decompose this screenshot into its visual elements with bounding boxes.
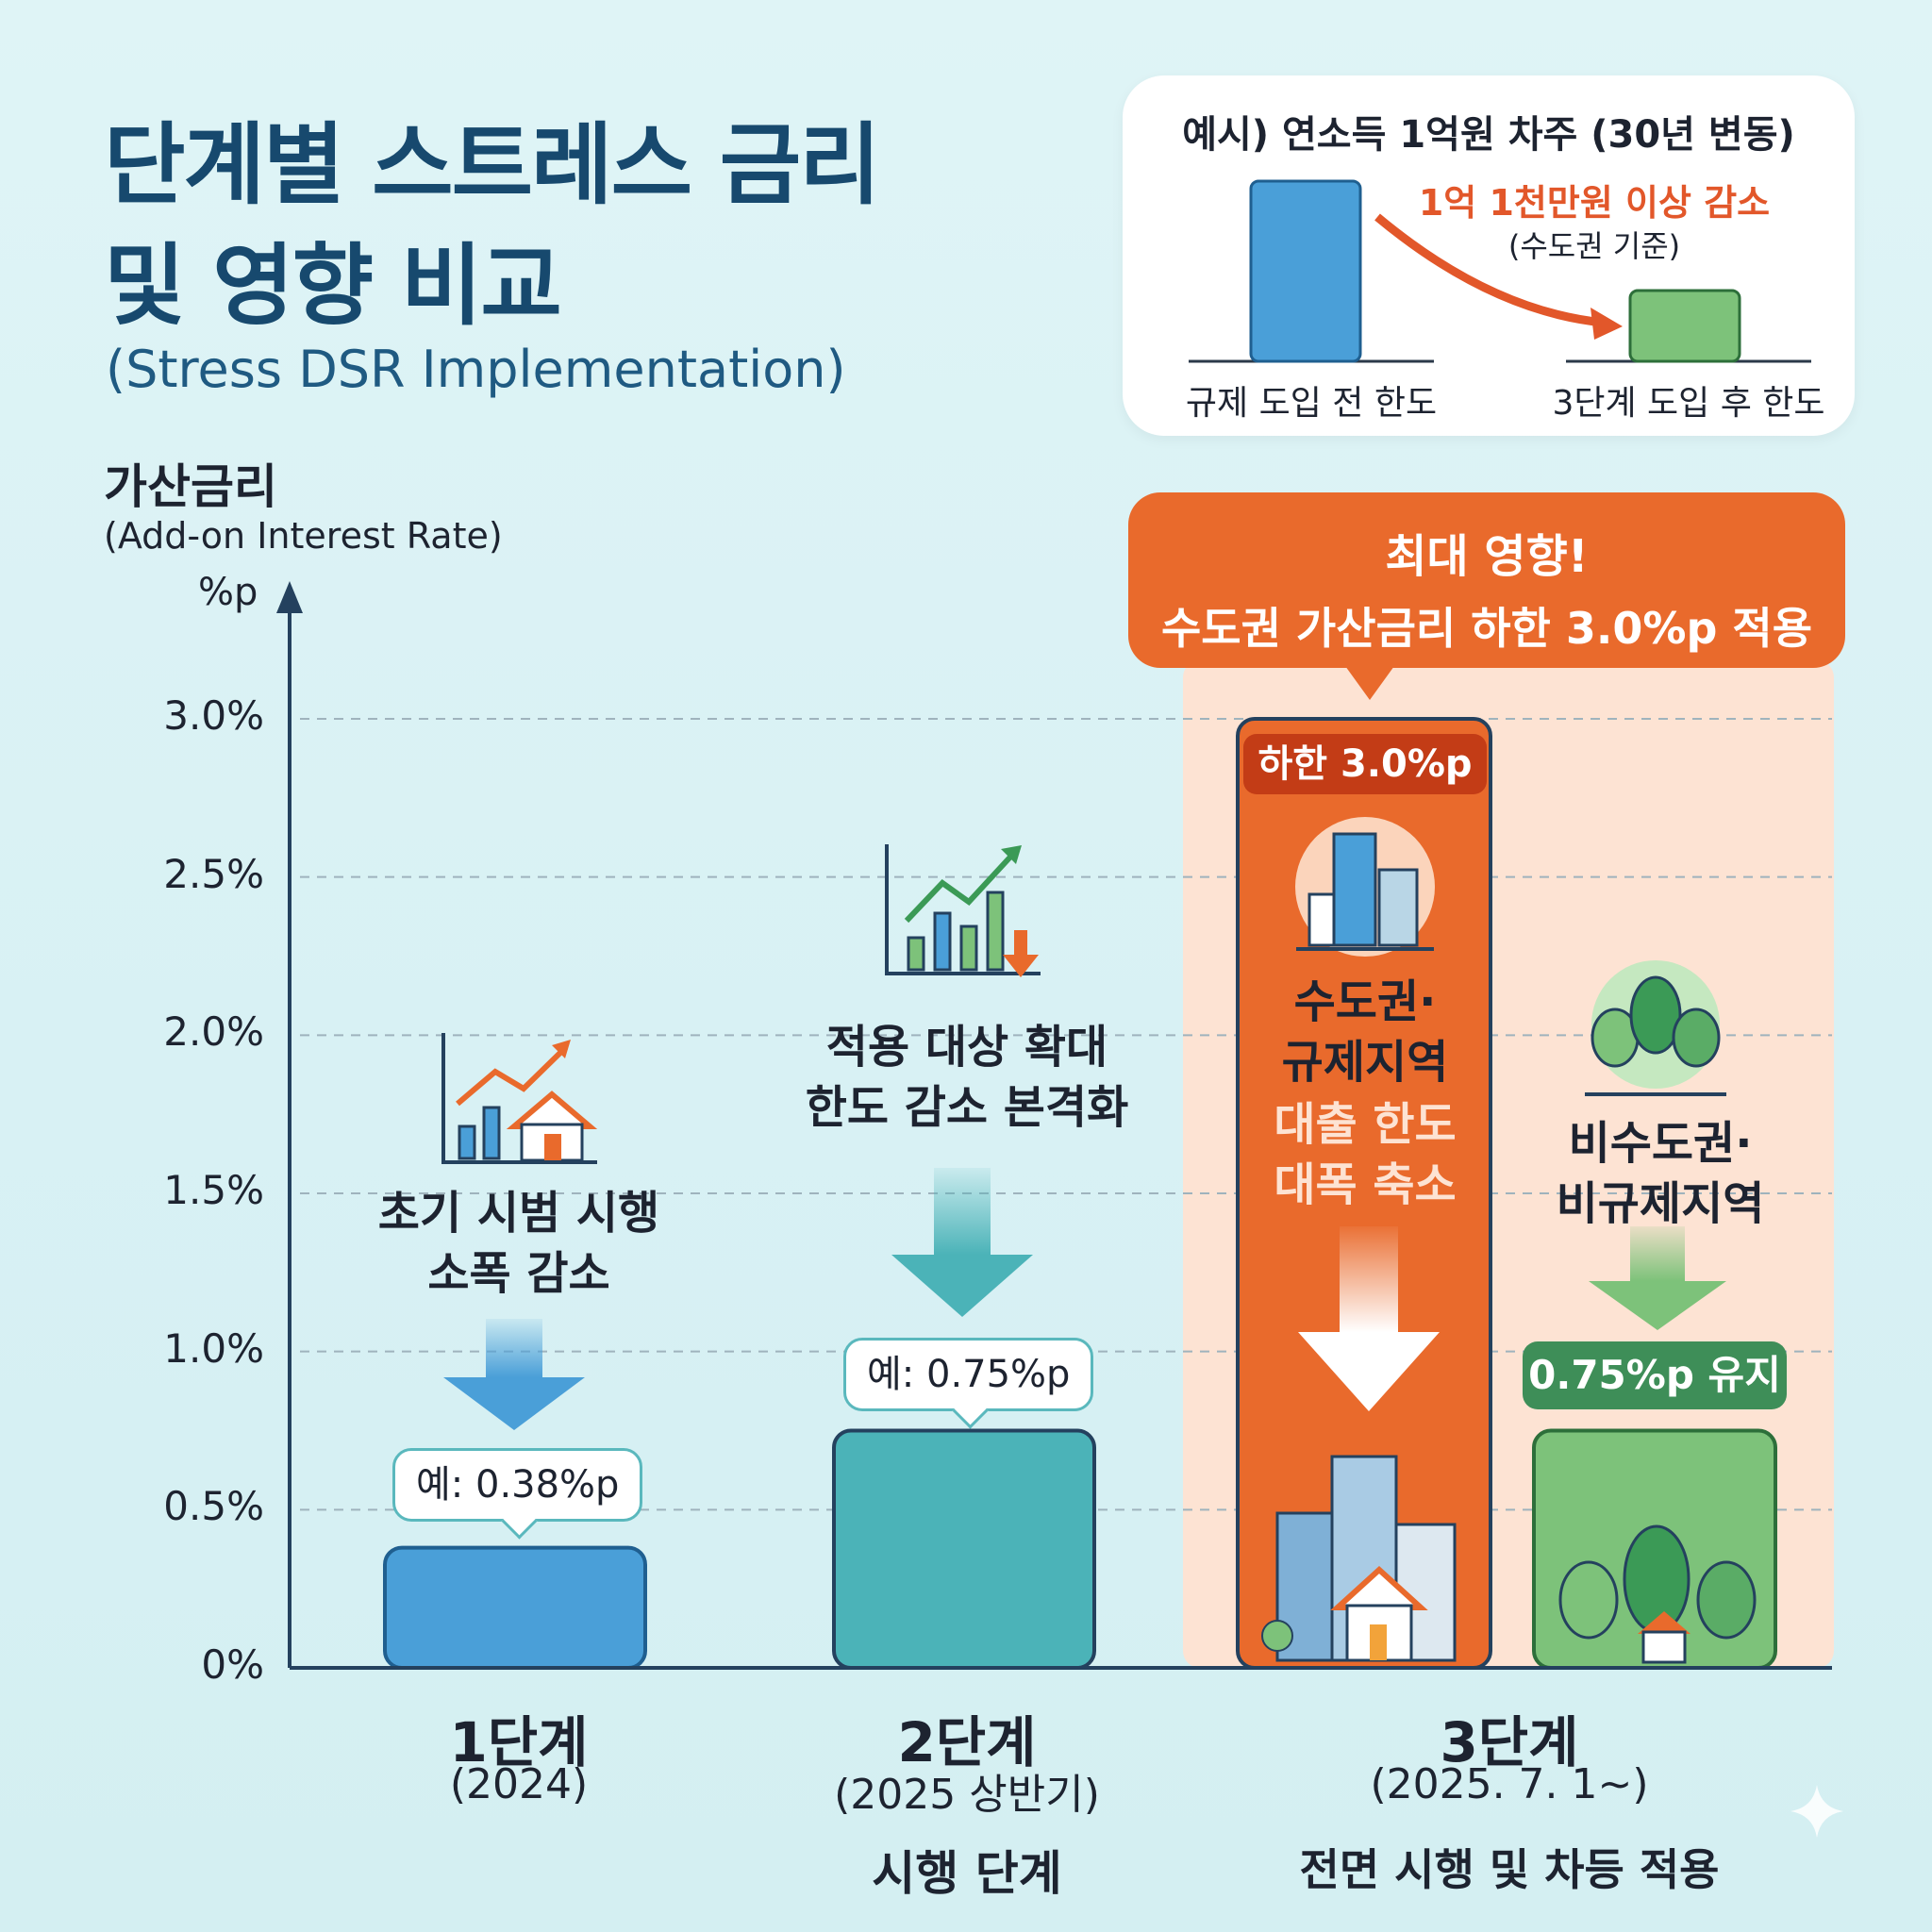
capital-region-label: 수도권· 규제지역 bbox=[1243, 972, 1487, 1092]
stage1-name: 1단계 bbox=[449, 1710, 589, 1774]
title-line-1: 단계별 스트레스 금리 bbox=[104, 114, 881, 217]
noncapital-badge: 0.75%p 유지 bbox=[1523, 1341, 1787, 1409]
example-bar-after bbox=[1628, 289, 1741, 363]
capital-effect-line-1: 대출 한도 bbox=[1274, 1098, 1457, 1151]
capital-down-arrow bbox=[1298, 1226, 1440, 1411]
capital-effect-label: 대출 한도 대폭 축소 bbox=[1243, 1094, 1487, 1215]
stage3-name: 3단계 bbox=[1440, 1710, 1579, 1774]
stage2-note: 시행 단계 bbox=[872, 1846, 1062, 1901]
example-bar-before bbox=[1249, 179, 1362, 363]
stage1-desc-line-1: 초기 시범 시행 bbox=[377, 1187, 660, 1240]
y-axis-arrowhead bbox=[276, 581, 303, 613]
example-after-label: 3단계 도입 후 한도 bbox=[1552, 384, 1825, 423]
stage1-description: 초기 시범 시행 소폭 감소 bbox=[349, 1183, 689, 1304]
y-tick-label: 0.5% bbox=[163, 1483, 264, 1530]
example-card: 예시) 연소득 1억원 차주 (30년 변동) 1억 1천만원 이상 감소 (수… bbox=[1123, 75, 1855, 436]
capital-effect-line-2: 대폭 축소 bbox=[1274, 1158, 1457, 1211]
stage3-note: 전면 시행 및 차등 적용 bbox=[1299, 1844, 1720, 1895]
stage1-period: (2024) bbox=[449, 1760, 589, 1808]
y-tick-label: 3.0% bbox=[163, 692, 264, 739]
page-subtitle: (Stress DSR Implementation) bbox=[106, 340, 846, 399]
noncapital-region-line-2: 비규제지역 bbox=[1556, 1177, 1765, 1230]
stage2-description: 적용 대상 확대 한도 감소 본격화 bbox=[783, 1017, 1151, 1138]
stage2-desc-line-2: 한도 감소 본격화 bbox=[805, 1081, 1129, 1134]
bar-stage1 bbox=[383, 1545, 647, 1671]
page-title: 단계별 스트레스 금리 및 영향 비교 bbox=[104, 106, 881, 347]
city-skyline-icon bbox=[1261, 1455, 1457, 1662]
y-tick-label: 1.5% bbox=[163, 1167, 264, 1213]
bar-growth-icon bbox=[885, 844, 1041, 977]
example-title: 예시) 연소득 1억원 차주 (30년 변동) bbox=[1182, 113, 1795, 157]
stage2-desc-line-1: 적용 대상 확대 bbox=[825, 1021, 1108, 1074]
y-tick-label: 2.5% bbox=[163, 850, 264, 897]
y-axis-unit: %p bbox=[198, 571, 258, 614]
example-reduction: 1억 1천만원 이상 감소 bbox=[1418, 182, 1771, 224]
stage2-down-arrow bbox=[891, 1168, 1033, 1317]
stage1-down-arrow bbox=[443, 1319, 585, 1430]
city-building-icon bbox=[1295, 817, 1435, 957]
y-axis-subtitle: (Add-on Interest Rate) bbox=[104, 515, 503, 557]
callout-line-2: 수도권 가산금리 하한 3.0%p 적용 bbox=[1160, 603, 1813, 654]
stage1-desc-line-2: 소폭 감소 bbox=[427, 1247, 610, 1300]
stage2-period: (2025 상반기) bbox=[834, 1771, 1100, 1819]
max-impact-callout: 최대 영향! 수도권 가산금리 하한 3.0%p 적용 bbox=[1128, 492, 1845, 700]
noncapital-region-line-1: 비수도권· bbox=[1568, 1117, 1753, 1170]
stage3-period: (2025. 7. 1~) bbox=[1370, 1760, 1649, 1808]
example-graphic bbox=[1189, 179, 1811, 363]
example-before-label: 규제 도입 전 한도 bbox=[1185, 384, 1438, 423]
y-tick-label: 0% bbox=[201, 1641, 264, 1688]
y-tick-label: 1.0% bbox=[163, 1324, 264, 1372]
y-axis-title: 가산금리 bbox=[104, 459, 277, 514]
example-arrow-shaft bbox=[1374, 213, 1605, 327]
sparkle-icon bbox=[1790, 1785, 1843, 1838]
callout-line-1: 최대 영향! bbox=[1385, 530, 1589, 583]
capital-region-line-1: 수도권· bbox=[1293, 975, 1437, 1028]
capital-floor-badge: 하한 3.0%p bbox=[1243, 734, 1487, 794]
stage1-value-bubble: 예: 0.38%p bbox=[392, 1448, 643, 1522]
example-reduction-note: (수도권 기준) bbox=[1507, 228, 1681, 264]
noncapital-down-arrow bbox=[1589, 1226, 1726, 1330]
noncapital-region-label: 비수도권· 비규제지역 bbox=[1509, 1113, 1811, 1234]
y-tick-label: 2.0% bbox=[163, 1008, 264, 1056]
trees-icon bbox=[1585, 960, 1726, 1096]
bar-stage2 bbox=[832, 1428, 1096, 1670]
title-line-2: 및 영향 비교 bbox=[104, 235, 562, 338]
capital-region-line-2: 규제지역 bbox=[1281, 1036, 1449, 1089]
stage2-name: 2단계 bbox=[897, 1710, 1037, 1774]
house-growth-icon bbox=[441, 1033, 598, 1164]
stage2-value-bubble: 예: 0.75%p bbox=[843, 1338, 1094, 1411]
forest-house-icon bbox=[1558, 1524, 1757, 1664]
example-arrow-head bbox=[1591, 308, 1623, 340]
